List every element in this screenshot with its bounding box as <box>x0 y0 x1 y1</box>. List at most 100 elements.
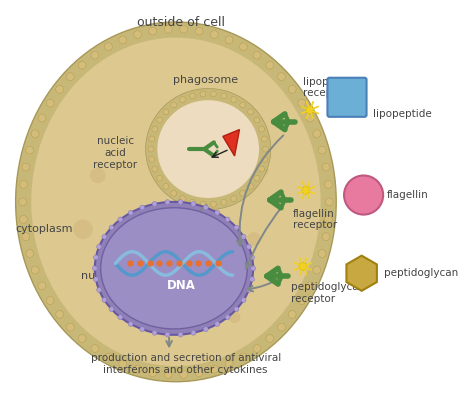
Circle shape <box>164 26 172 33</box>
Circle shape <box>31 130 39 138</box>
Circle shape <box>278 73 285 81</box>
Circle shape <box>118 217 123 222</box>
Circle shape <box>231 196 237 202</box>
Circle shape <box>149 156 155 162</box>
Circle shape <box>73 219 93 239</box>
Circle shape <box>253 345 261 353</box>
Circle shape <box>234 307 239 312</box>
Circle shape <box>110 271 124 285</box>
Circle shape <box>78 61 86 69</box>
Circle shape <box>178 332 183 337</box>
Circle shape <box>152 126 158 132</box>
Text: peptidoglycan: peptidoglycan <box>384 268 458 278</box>
Circle shape <box>298 297 306 305</box>
Ellipse shape <box>31 38 320 366</box>
Circle shape <box>313 130 321 138</box>
Circle shape <box>239 43 247 51</box>
Circle shape <box>109 307 114 312</box>
Circle shape <box>298 99 306 107</box>
Circle shape <box>210 31 218 39</box>
Circle shape <box>152 331 157 335</box>
Text: nucleus: nucleus <box>81 271 124 281</box>
Circle shape <box>246 287 251 292</box>
Circle shape <box>263 146 268 152</box>
Circle shape <box>221 93 227 99</box>
Circle shape <box>234 225 239 230</box>
Circle shape <box>262 136 267 142</box>
Circle shape <box>171 190 177 196</box>
Circle shape <box>149 369 156 376</box>
Text: flagellin
receptor: flagellin receptor <box>293 209 337 230</box>
Circle shape <box>318 250 326 257</box>
Circle shape <box>38 282 46 290</box>
Circle shape <box>97 244 101 249</box>
Circle shape <box>92 266 97 271</box>
Circle shape <box>102 298 107 303</box>
Circle shape <box>105 353 112 361</box>
Circle shape <box>180 371 188 378</box>
Text: lipopeptide: lipopeptide <box>374 109 432 119</box>
Circle shape <box>247 109 254 115</box>
Circle shape <box>19 215 27 223</box>
Circle shape <box>225 217 230 222</box>
Circle shape <box>93 255 98 260</box>
Circle shape <box>325 215 332 223</box>
Circle shape <box>38 114 46 122</box>
Circle shape <box>215 321 220 327</box>
Circle shape <box>239 353 247 361</box>
Circle shape <box>325 198 333 206</box>
Circle shape <box>134 365 141 373</box>
Text: production and secretion of antiviral
interferons and other cytokines: production and secretion of antiviral in… <box>91 353 281 375</box>
Circle shape <box>322 163 330 171</box>
Circle shape <box>165 332 170 337</box>
Circle shape <box>200 201 206 207</box>
Circle shape <box>66 73 74 81</box>
Circle shape <box>128 210 133 215</box>
Circle shape <box>22 233 30 241</box>
Circle shape <box>247 184 254 189</box>
Circle shape <box>225 36 233 44</box>
Circle shape <box>105 43 112 51</box>
Circle shape <box>164 371 172 378</box>
Circle shape <box>163 184 169 189</box>
Circle shape <box>203 327 208 332</box>
Circle shape <box>190 199 195 205</box>
Circle shape <box>90 168 106 183</box>
Circle shape <box>163 109 169 115</box>
Circle shape <box>149 27 156 35</box>
Circle shape <box>180 196 186 202</box>
Circle shape <box>91 345 99 353</box>
Circle shape <box>156 175 163 181</box>
Circle shape <box>240 102 246 108</box>
Circle shape <box>306 106 314 114</box>
Text: outside of cell: outside of cell <box>137 16 225 29</box>
Circle shape <box>148 146 154 152</box>
Circle shape <box>247 232 261 246</box>
Circle shape <box>254 117 260 123</box>
Circle shape <box>180 26 188 33</box>
Circle shape <box>152 202 157 206</box>
Circle shape <box>322 233 330 241</box>
Circle shape <box>262 156 267 162</box>
Circle shape <box>19 198 27 206</box>
Circle shape <box>302 186 310 194</box>
Circle shape <box>203 205 208 210</box>
Circle shape <box>118 315 123 320</box>
Circle shape <box>253 51 261 59</box>
Circle shape <box>344 176 383 215</box>
Circle shape <box>91 51 99 59</box>
Circle shape <box>31 266 39 274</box>
Circle shape <box>156 117 163 123</box>
Circle shape <box>231 97 237 103</box>
Circle shape <box>288 310 296 318</box>
Circle shape <box>26 146 34 154</box>
Circle shape <box>165 200 170 204</box>
Circle shape <box>119 36 127 44</box>
Text: cytoplasm: cytoplasm <box>15 224 73 234</box>
Circle shape <box>140 327 145 332</box>
Circle shape <box>241 298 246 303</box>
Circle shape <box>128 321 133 327</box>
Circle shape <box>178 200 183 204</box>
Circle shape <box>109 225 114 230</box>
Polygon shape <box>223 130 239 156</box>
